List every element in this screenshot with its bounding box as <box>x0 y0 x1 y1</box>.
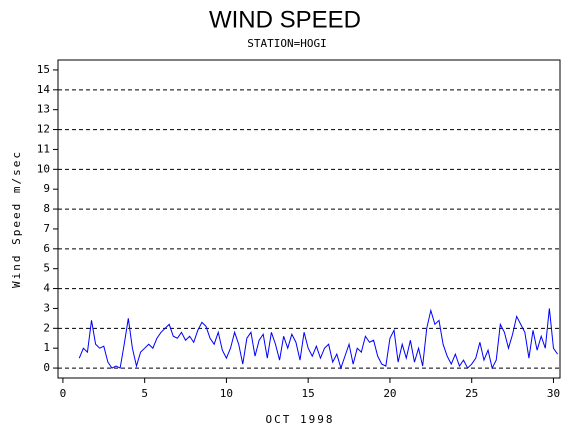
data-line <box>78 308 558 370</box>
y-tick-label: 1 <box>43 341 50 354</box>
x-tick-label: 25 <box>465 387 478 400</box>
y-tick-label: 9 <box>43 182 50 195</box>
y-tick-label: 2 <box>43 321 50 334</box>
x-tick-label: 0 <box>60 387 67 400</box>
y-tick-label: 15 <box>37 63 50 76</box>
x-tick-label: 20 <box>383 387 396 400</box>
x-tick-label: 5 <box>141 387 148 400</box>
y-tick-label: 11 <box>37 142 50 155</box>
x-tick-label: 15 <box>302 387 315 400</box>
y-tick-label: 14 <box>37 83 51 96</box>
y-tick-label: 10 <box>37 162 50 175</box>
x-axis-label: OCT 1998 <box>266 413 335 426</box>
y-tick-label: 4 <box>43 282 50 295</box>
chart-title: WIND SPEED <box>209 6 361 33</box>
y-tick-label: 3 <box>43 301 50 314</box>
y-tick-label: 8 <box>43 202 50 215</box>
y-tick-label: 6 <box>43 242 50 255</box>
y-axis-label: Wind Speed m/sec <box>10 150 23 288</box>
y-tick-label: 7 <box>43 222 50 235</box>
y-tick-label: 13 <box>37 103 50 116</box>
y-tick-label: 5 <box>43 262 50 275</box>
x-tick-label: 30 <box>547 387 560 400</box>
y-tick-label: 0 <box>43 361 50 374</box>
y-tick-label: 12 <box>37 123 50 136</box>
plot-frame <box>57 59 561 379</box>
x-tick-label: 10 <box>220 387 233 400</box>
chart-subtitle: STATION=HOGI <box>247 37 326 50</box>
